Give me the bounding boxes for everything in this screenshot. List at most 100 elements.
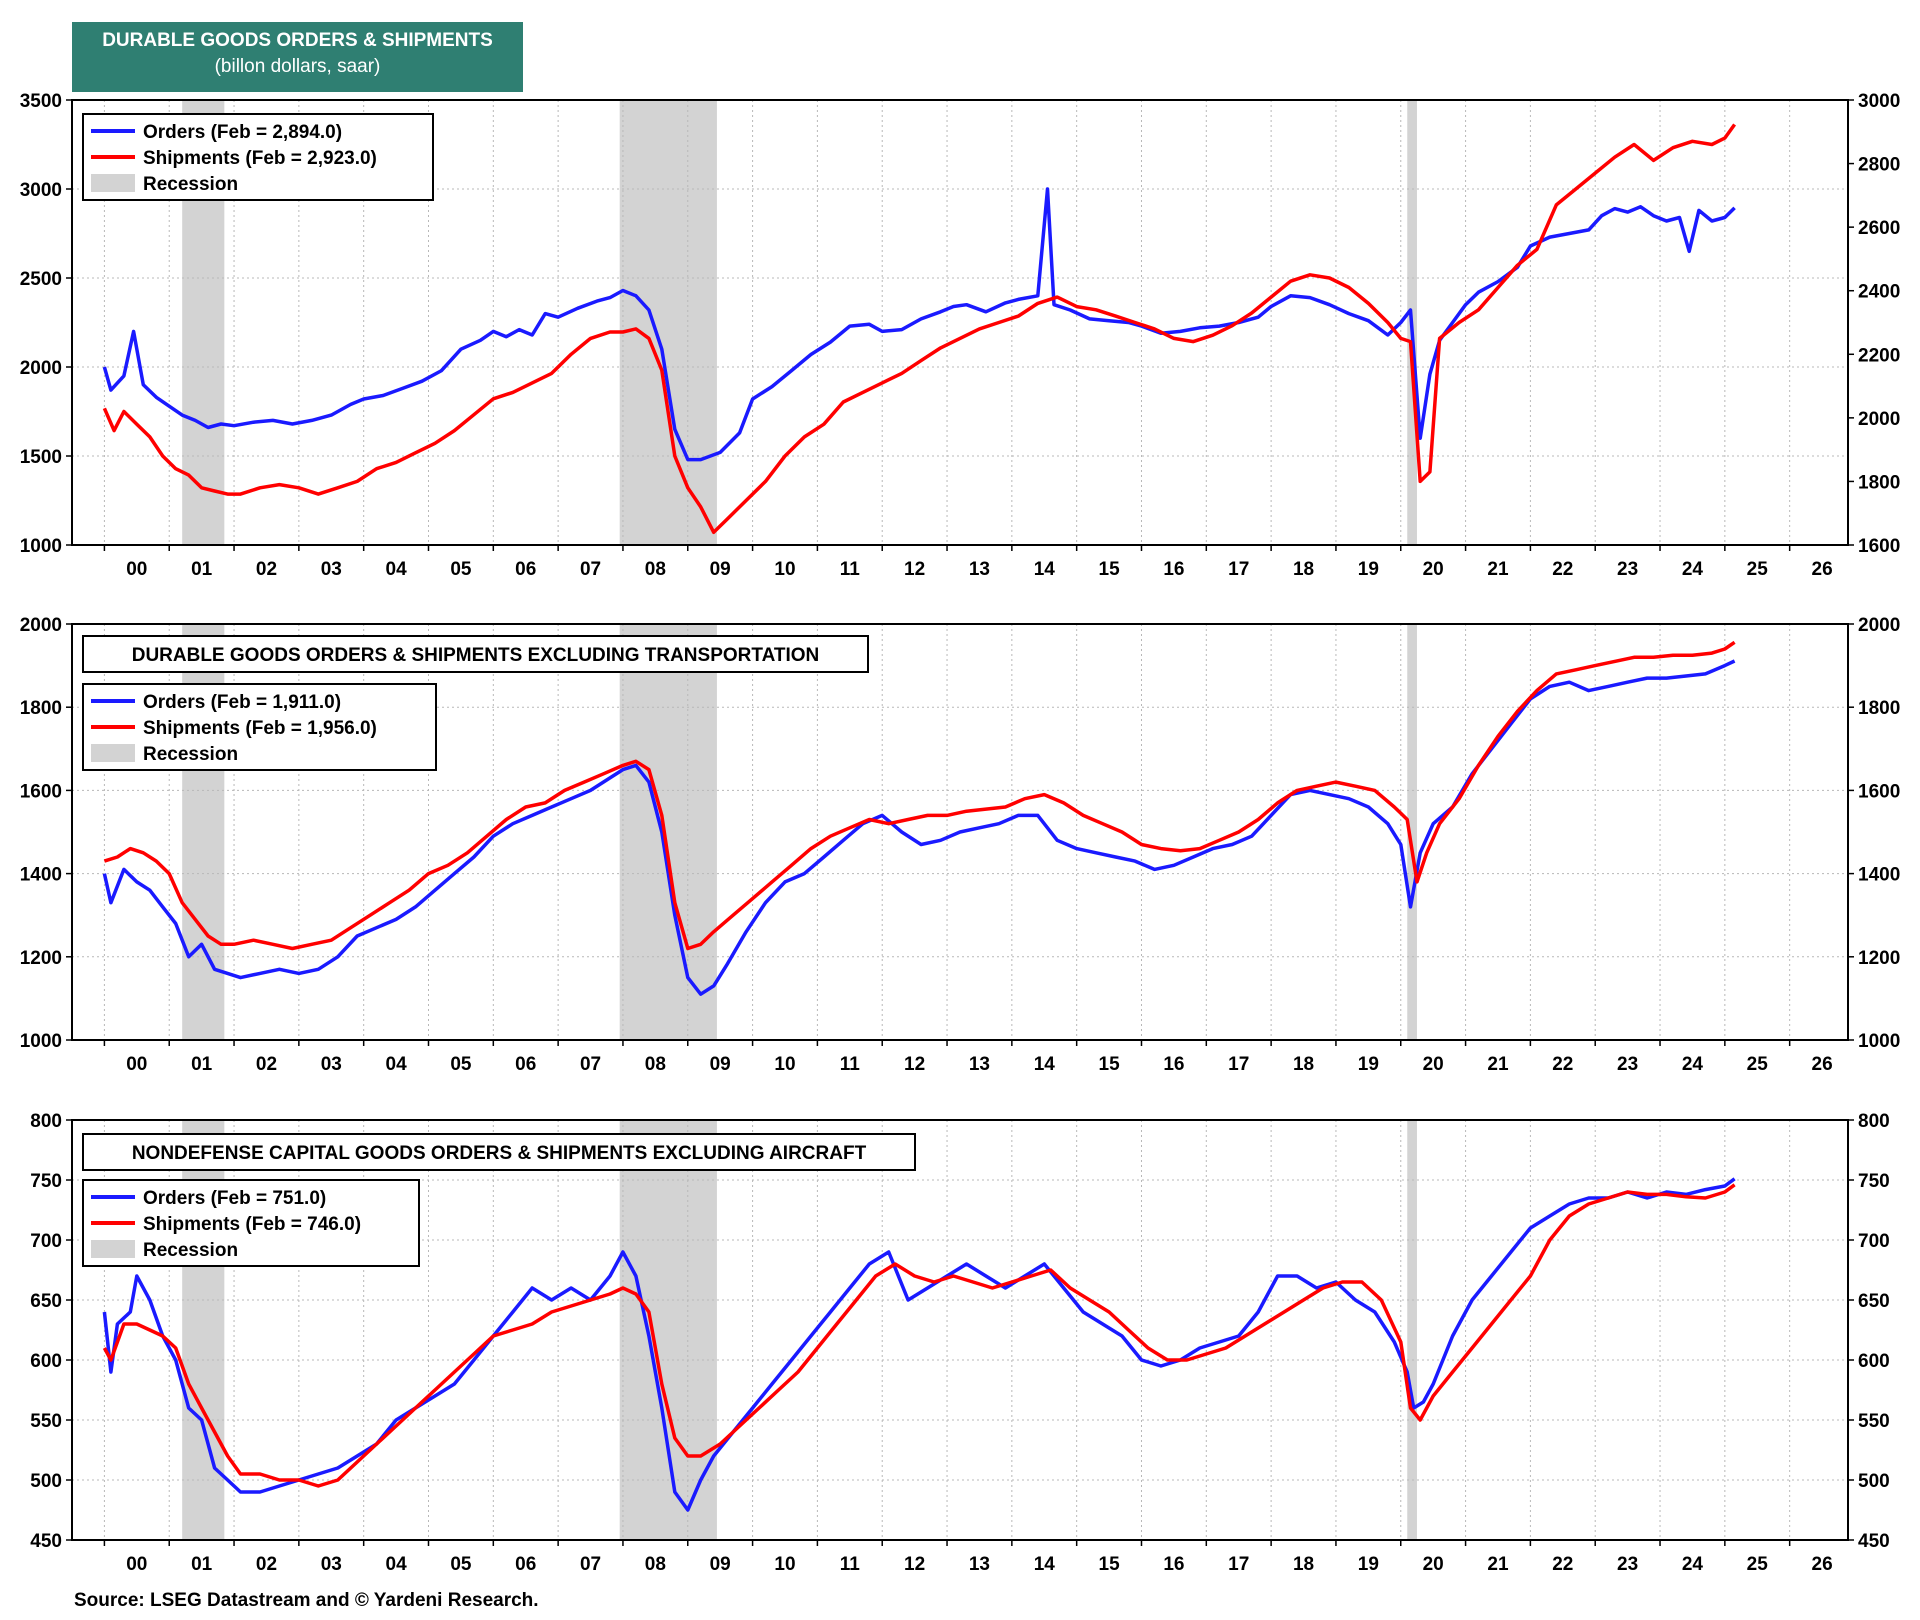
y-tick-label-right: 2800 (1858, 155, 1900, 176)
y-tick-label-left: 1600 (20, 781, 62, 802)
x-tick-label: 09 (710, 1554, 731, 1575)
legend-label: Shipments (Feb = 746.0) (143, 1214, 361, 1235)
x-tick-label: 08 (645, 1554, 666, 1575)
x-tick-label: 15 (1099, 559, 1121, 580)
x-tick-label: 21 (1487, 1054, 1509, 1075)
legend-label: Shipments (Feb = 1,956.0) (143, 718, 377, 739)
y-tick-label-right: 550 (1858, 1411, 1890, 1432)
y-tick-label-left: 1400 (20, 865, 62, 886)
x-tick-label: 00 (126, 1554, 147, 1575)
x-tick-label: 05 (450, 559, 472, 580)
y-tick-label-left: 600 (30, 1351, 62, 1372)
recession-band (619, 100, 717, 545)
x-tick-label: 19 (1358, 1054, 1379, 1075)
x-tick-label: 20 (1423, 559, 1444, 580)
legend-label: Recession (143, 174, 238, 195)
x-tick-label: 20 (1423, 1054, 1444, 1075)
x-tick-label: 08 (645, 1054, 666, 1075)
x-tick-label: 22 (1552, 1054, 1573, 1075)
y-tick-label-right: 1400 (1858, 865, 1900, 886)
y-tick-label-right: 1800 (1858, 698, 1900, 719)
y-tick-label-left: 1000 (20, 1031, 62, 1052)
x-tick-label: 11 (840, 559, 861, 580)
x-tick-label: 02 (256, 559, 277, 580)
x-tick-label: 21 (1487, 559, 1509, 580)
x-tick-label: 15 (1099, 1554, 1121, 1575)
y-tick-label-right: 700 (1858, 1231, 1890, 1252)
y-tick-label-right: 650 (1858, 1291, 1890, 1312)
x-tick-label: 10 (774, 1554, 795, 1575)
x-tick-label: 23 (1617, 1554, 1638, 1575)
legend-label: Recession (143, 744, 238, 765)
x-tick-label: 02 (256, 1554, 277, 1575)
x-tick-label: 09 (710, 559, 731, 580)
y-tick-label-left: 450 (30, 1531, 62, 1552)
x-tick-label: 08 (645, 559, 666, 580)
y-tick-label-left: 650 (30, 1291, 62, 1312)
orders-line (102, 1177, 1736, 1512)
panel-title: NONDEFENSE CAPITAL GOODS ORDERS & SHIPME… (132, 1143, 867, 1164)
y-tick-label-right: 600 (1858, 1351, 1890, 1372)
plot-frame (71, 1119, 1849, 1541)
x-tick-label: 22 (1552, 1554, 1573, 1575)
orders-line (102, 187, 1736, 462)
y-tick-label-right: 1000 (1858, 1031, 1900, 1052)
y-tick-label-right: 2000 (1858, 409, 1900, 430)
y-tick-label-left: 2500 (20, 269, 62, 290)
x-tick-label: 13 (969, 1554, 990, 1575)
recession-band (1407, 624, 1417, 1040)
x-tick-label: 15 (1099, 1054, 1121, 1075)
legend-box (82, 683, 437, 771)
x-tick-label: 03 (321, 559, 342, 580)
x-tick-label: 03 (321, 1054, 342, 1075)
x-tick-label: 11 (840, 1554, 861, 1575)
x-tick-label: 25 (1747, 559, 1769, 580)
x-tick-label: 04 (386, 559, 408, 580)
x-tick-label: 18 (1293, 559, 1314, 580)
y-tick-label-right: 2000 (1858, 615, 1900, 636)
chart-title-box: DURABLE GOODS ORDERS & SHIPMENTS (billon… (72, 22, 523, 92)
x-tick-label: 21 (1487, 1554, 1509, 1575)
y-tick-label-right: 2400 (1858, 282, 1900, 303)
x-tick-label: 12 (904, 1054, 925, 1075)
y-tick-label-left: 700 (30, 1231, 62, 1252)
panel-title-box (82, 635, 869, 673)
y-tick-label-right: 800 (1858, 1111, 1890, 1132)
y-tick-label-left: 1200 (20, 948, 62, 969)
y-tick-label-left: 2000 (20, 358, 62, 379)
x-tick-label: 10 (774, 1054, 795, 1075)
y-tick-label-right: 2200 (1858, 345, 1900, 366)
legend-label: Orders (Feb = 2,894.0) (143, 122, 342, 143)
y-tick-label-left: 3500 (20, 91, 62, 112)
plot-frame (71, 99, 1849, 546)
x-tick-label: 01 (191, 1054, 213, 1075)
x-tick-label: 26 (1812, 1054, 1833, 1075)
legend-swatch (91, 1240, 135, 1258)
y-tick-label-right: 2600 (1858, 218, 1900, 239)
x-tick-label: 01 (191, 559, 213, 580)
x-tick-label: 16 (1163, 1554, 1184, 1575)
recession-band (619, 624, 717, 1040)
x-tick-label: 06 (515, 1554, 536, 1575)
x-tick-label: 24 (1682, 559, 1704, 580)
legend-swatch (91, 744, 135, 762)
x-tick-label: 00 (126, 1054, 147, 1075)
x-tick-label: 10 (774, 559, 795, 580)
x-tick-label: 07 (580, 1554, 601, 1575)
x-tick-label: 07 (580, 1054, 601, 1075)
plot-frame (71, 623, 1849, 1041)
y-tick-label-left: 1500 (20, 447, 62, 468)
x-tick-label: 23 (1617, 1054, 1638, 1075)
x-tick-label: 19 (1358, 559, 1379, 580)
x-tick-label: 03 (321, 1554, 342, 1575)
x-tick-label: 04 (386, 1054, 408, 1075)
shipments-line (103, 640, 1736, 951)
panel-capital-goods-ex-aircraft: 450 500 550 600 650 700 750 800 450 500 550 600 650 7… (30, 1111, 1889, 1575)
y-tick-label-right: 1200 (1858, 948, 1900, 969)
x-tick-label: 17 (1228, 1554, 1249, 1575)
x-tick-label: 17 (1228, 559, 1249, 580)
legend-label: Recession (143, 1240, 238, 1261)
shipments-line (102, 1183, 1736, 1488)
y-tick-label-left: 750 (30, 1171, 62, 1192)
x-tick-label: 05 (450, 1054, 472, 1075)
